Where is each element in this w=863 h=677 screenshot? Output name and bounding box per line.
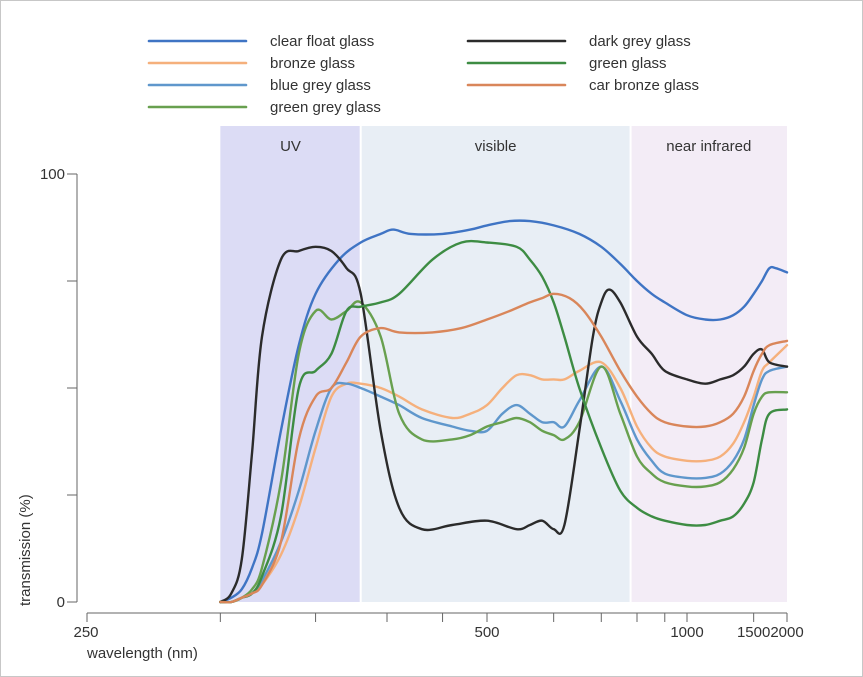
x-tick-label: 2000 [770, 624, 803, 641]
legend-label-clear-float-glass: clear float glass [270, 33, 374, 50]
y-axis-title: transmission (%) [17, 494, 34, 606]
region-near-infrared [630, 126, 787, 602]
x-tick-label: 1500 [737, 624, 770, 641]
region-uv [220, 126, 361, 602]
x-axis-title: wavelength (nm) [86, 645, 198, 662]
spectral-regions [220, 126, 787, 602]
region-label-near-infrared: near infrared [666, 138, 751, 155]
region-label-uv: UV [280, 138, 301, 155]
y-tick-label: 0 [57, 594, 65, 611]
series-line-clear-float-glass [219, 219, 789, 604]
legend-label-green-grey-glass: green grey glass [270, 99, 381, 116]
x-tick-label: 1000 [670, 624, 703, 641]
legend-label-bronze-glass: bronze glass [270, 55, 355, 72]
region-labels: UV visible near infrared [280, 138, 751, 155]
region-label-visible: visible [475, 138, 517, 155]
x-tick-label: 250 [73, 624, 98, 641]
x-tick-label: 500 [474, 624, 499, 641]
series-line-car-bronze-glass [219, 292, 789, 604]
legend-label-green-glass: green glass [589, 55, 667, 72]
series-lines [219, 219, 789, 604]
series-line-green-glass [219, 239, 789, 604]
series-line-dark-grey-glass [219, 245, 789, 604]
legend-label-dark-grey-glass: dark grey glass [589, 33, 691, 50]
series-line-bronze-glass [219, 344, 789, 604]
legend-label-car-bronze-glass: car bronze glass [589, 77, 699, 94]
legend-label-blue-grey-glass: blue grey glass [270, 77, 371, 94]
series-line-blue-grey-glass [219, 365, 789, 604]
y-tick-label: 100 [40, 166, 65, 183]
legend: clear float glass bronze glass blue grey g… [147, 33, 699, 116]
axes: 0 100 250 500 1000 1500 2000 [40, 166, 804, 641]
series-line-green-grey-glass [219, 300, 789, 604]
